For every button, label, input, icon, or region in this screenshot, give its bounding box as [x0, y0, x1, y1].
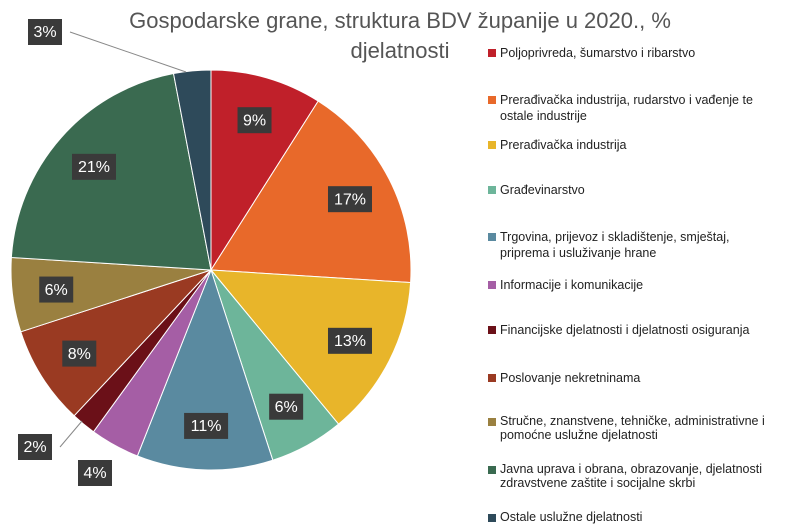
legend-item: Prerađivačka industrija, rudarstvo i vađ…: [488, 92, 773, 124]
legend-label: Prerađivačka industrija, rudarstvo i vađ…: [500, 93, 753, 123]
legend-item: Trgovina, prijevoz i skladištenje, smješ…: [488, 229, 773, 261]
label-box: [269, 393, 304, 420]
legend-label: Financijske djelatnosti i djelatnosti os…: [500, 323, 750, 337]
label-box: [237, 107, 272, 134]
data-label: 3%: [33, 24, 56, 41]
leader-line: [59, 420, 83, 448]
legend-label: Poslovanje nekretninama: [500, 371, 641, 385]
data-label: 4%: [83, 465, 106, 482]
legend-swatch: [488, 374, 496, 382]
legend-label: Javna uprava i obrana, obrazovanje, djel…: [500, 462, 762, 490]
legend-item: Ostale uslužne djelatnosti: [488, 510, 773, 524]
legend-swatch: [488, 141, 496, 149]
legend-item: Građevinarstvo: [488, 182, 773, 198]
pie-slice: [136, 268, 274, 471]
label-box: [78, 460, 112, 486]
legend-item: Financijske djelatnosti i djelatnosti os…: [488, 322, 749, 338]
data-label: 17%: [334, 191, 366, 208]
data-label: 13%: [334, 333, 366, 350]
label-box: [62, 340, 97, 367]
legend-item: Poljoprivreda, šumarstvo i ribarstvo: [488, 45, 773, 61]
data-label: 8%: [68, 346, 91, 363]
data-label: 6%: [45, 282, 68, 299]
legend-item: Stručne, znanstvene, tehničke, administr…: [488, 414, 773, 442]
chart-title: Gospodarske grane, struktura BDV županij…: [129, 8, 671, 63]
legend-swatch: [488, 418, 496, 426]
label-box: [28, 19, 62, 45]
legend-label: Ostale uslužne djelatnosti: [500, 510, 643, 524]
legend-swatch: [488, 466, 496, 474]
label-box: [71, 153, 116, 180]
legend-label: Prerađivačka industrija: [500, 138, 627, 152]
label-box: [18, 434, 52, 460]
leader-line: [69, 31, 187, 73]
label-box: [184, 412, 229, 439]
data-label: 2%: [23, 439, 46, 456]
pie-slice: [209, 269, 412, 425]
legend-item: Prerađivačka industrija: [488, 137, 773, 153]
legend-label: Stručne, znanstvene, tehničke, administr…: [500, 414, 765, 442]
legend-swatch: [488, 186, 496, 194]
data-label: 11%: [191, 418, 222, 435]
data-label: 6%: [275, 399, 298, 416]
legend-item: Informacije i komunikacije: [488, 277, 773, 293]
legend-swatch: [488, 233, 496, 241]
label-box: [39, 276, 74, 303]
legend-swatch: [488, 96, 496, 104]
pie-slice: [210, 100, 412, 284]
legend-item: Javna uprava i obrana, obrazovanje, djel…: [488, 462, 773, 490]
legend-swatch: [488, 49, 496, 57]
label-box: [327, 186, 372, 213]
label-box: [327, 327, 372, 354]
legend-swatch: [488, 326, 496, 334]
pie-slice: [20, 269, 212, 417]
legend-label: Informacije i komunikacije: [500, 278, 644, 292]
legend-label: Poljoprivreda, šumarstvo i ribarstvo: [500, 46, 696, 60]
legend-swatch: [488, 514, 496, 522]
legend-swatch: [488, 281, 496, 289]
legend-item: Poslovanje nekretninama: [488, 370, 773, 386]
legend-label: Trgovina, prijevoz i skladištenje, smješ…: [500, 230, 730, 260]
legend-label: Građevinarstvo: [500, 183, 585, 197]
data-label: 9%: [243, 112, 266, 129]
data-label: 21%: [78, 159, 110, 176]
pie-slice: [172, 69, 212, 271]
